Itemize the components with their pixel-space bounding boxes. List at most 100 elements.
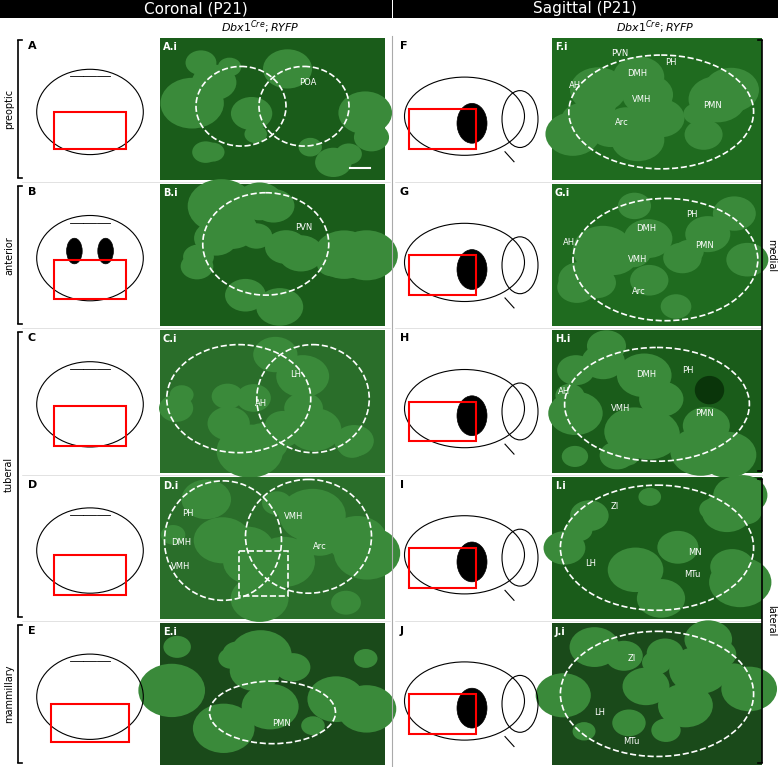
Ellipse shape — [675, 240, 704, 264]
Ellipse shape — [159, 394, 193, 422]
Bar — [160, 184, 385, 327]
Ellipse shape — [617, 354, 671, 397]
Text: VMH: VMH — [171, 562, 191, 571]
Ellipse shape — [163, 636, 191, 658]
Ellipse shape — [230, 575, 289, 622]
Bar — [552, 184, 762, 327]
Bar — [397, 476, 547, 619]
Ellipse shape — [731, 499, 762, 525]
Ellipse shape — [314, 230, 374, 279]
Ellipse shape — [722, 663, 747, 683]
Text: AH: AH — [559, 387, 570, 397]
Text: PMN: PMN — [695, 409, 713, 417]
Text: DMH: DMH — [171, 538, 191, 547]
Ellipse shape — [600, 441, 635, 469]
Ellipse shape — [622, 667, 670, 705]
Ellipse shape — [663, 242, 702, 273]
Ellipse shape — [457, 688, 487, 728]
Ellipse shape — [637, 579, 685, 617]
Ellipse shape — [194, 221, 237, 255]
Ellipse shape — [223, 539, 280, 584]
Text: D.i: D.i — [163, 481, 178, 491]
Text: tuberal: tuberal — [4, 457, 14, 492]
Ellipse shape — [555, 384, 584, 407]
Ellipse shape — [223, 641, 253, 666]
Ellipse shape — [244, 125, 267, 143]
Bar — [409, 694, 476, 734]
Ellipse shape — [258, 547, 298, 580]
Text: lateral: lateral — [766, 605, 776, 637]
Ellipse shape — [284, 393, 323, 423]
Text: D: D — [28, 479, 37, 489]
Bar — [25, 476, 155, 619]
Ellipse shape — [200, 723, 232, 749]
Text: A.i: A.i — [163, 42, 178, 52]
Text: PH: PH — [665, 58, 677, 67]
Ellipse shape — [618, 193, 651, 219]
Text: F.i: F.i — [555, 42, 567, 52]
Bar — [397, 184, 547, 327]
Ellipse shape — [562, 446, 588, 467]
Ellipse shape — [699, 640, 736, 669]
Ellipse shape — [612, 119, 664, 161]
Ellipse shape — [636, 99, 685, 137]
Bar — [552, 476, 762, 619]
Ellipse shape — [561, 103, 605, 137]
Text: E.i: E.i — [163, 627, 177, 637]
Ellipse shape — [193, 703, 254, 753]
Text: PMN: PMN — [272, 719, 291, 729]
Ellipse shape — [317, 252, 347, 276]
Text: E: E — [28, 626, 36, 636]
Bar — [51, 704, 129, 742]
Ellipse shape — [240, 223, 272, 249]
Text: DMH: DMH — [636, 224, 656, 233]
Ellipse shape — [716, 563, 752, 591]
Ellipse shape — [354, 123, 389, 151]
Text: PH: PH — [682, 366, 694, 375]
Text: F: F — [400, 41, 408, 51]
Ellipse shape — [201, 143, 225, 162]
Ellipse shape — [256, 288, 303, 326]
Ellipse shape — [208, 407, 250, 440]
Bar — [392, 0, 393, 18]
Ellipse shape — [651, 719, 681, 742]
Ellipse shape — [624, 219, 672, 258]
Ellipse shape — [617, 448, 639, 466]
Ellipse shape — [335, 143, 362, 164]
Ellipse shape — [642, 651, 671, 674]
Ellipse shape — [328, 516, 387, 564]
Ellipse shape — [639, 381, 683, 416]
Bar — [25, 184, 155, 327]
Ellipse shape — [301, 716, 324, 735]
Text: AH: AH — [569, 81, 581, 90]
Ellipse shape — [335, 230, 398, 280]
Ellipse shape — [299, 138, 322, 156]
Ellipse shape — [683, 407, 730, 444]
Text: mammillary: mammillary — [4, 665, 14, 723]
Text: Arc: Arc — [313, 542, 327, 551]
Ellipse shape — [98, 239, 114, 264]
Ellipse shape — [573, 722, 595, 740]
Ellipse shape — [724, 80, 755, 105]
Text: G: G — [400, 187, 409, 197]
Bar — [409, 109, 476, 149]
Ellipse shape — [457, 396, 487, 436]
Ellipse shape — [161, 525, 185, 545]
Bar — [54, 555, 126, 594]
Ellipse shape — [263, 49, 312, 88]
Bar — [409, 401, 476, 441]
Bar — [25, 331, 155, 472]
Ellipse shape — [699, 432, 756, 478]
Ellipse shape — [146, 675, 198, 716]
Ellipse shape — [657, 531, 699, 564]
Bar — [0, 18, 778, 36]
Ellipse shape — [240, 423, 289, 462]
Ellipse shape — [212, 384, 244, 409]
Ellipse shape — [276, 355, 329, 397]
Bar — [160, 38, 385, 180]
Ellipse shape — [170, 385, 194, 404]
Text: H: H — [400, 334, 409, 344]
Ellipse shape — [605, 407, 664, 456]
Bar — [160, 623, 385, 765]
Ellipse shape — [569, 627, 619, 667]
